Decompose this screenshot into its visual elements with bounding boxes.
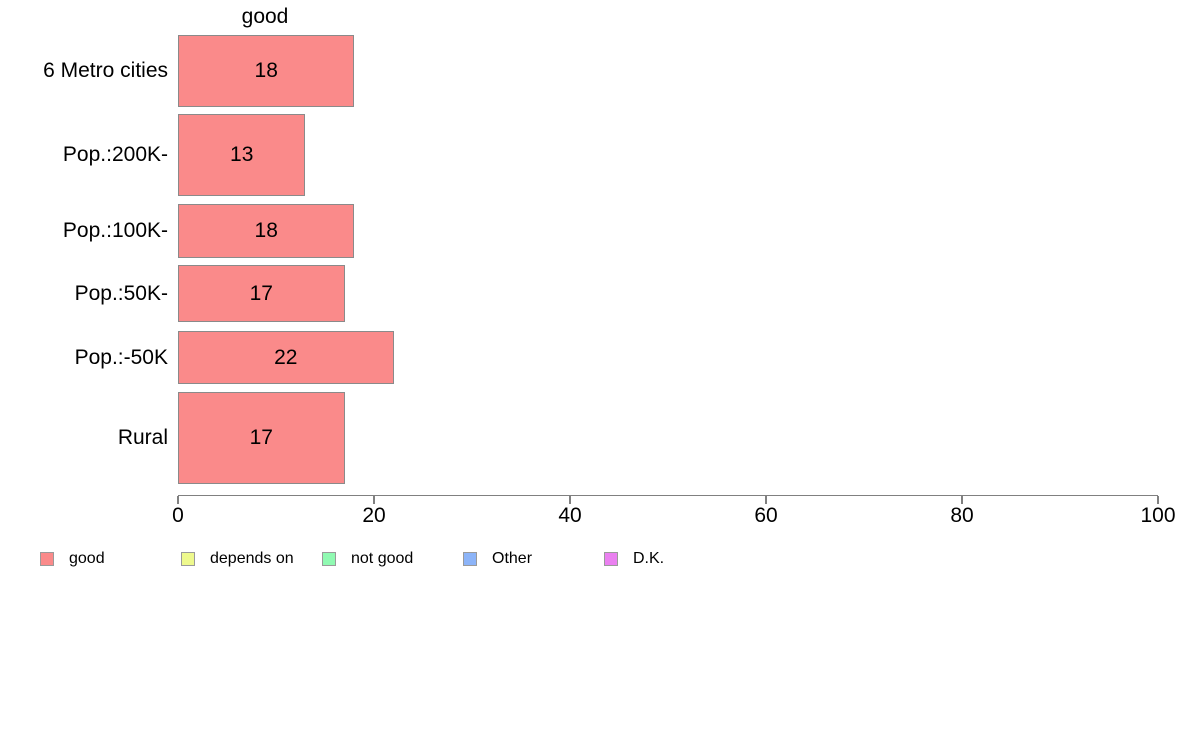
x-axis-tick-label: 80 xyxy=(950,504,974,527)
x-axis-tick xyxy=(569,496,571,504)
bar-value-label: 13 xyxy=(230,143,254,166)
bar-6: 17 xyxy=(178,392,345,484)
bar-value-label: 18 xyxy=(254,219,278,242)
legend-item-depends-on: depends on xyxy=(181,550,294,568)
x-axis-tick-label: 40 xyxy=(558,504,582,527)
bar-4: 17 xyxy=(178,265,345,322)
x-axis-tick-label: 60 xyxy=(754,504,778,527)
category-label: Pop.:100K- xyxy=(62,219,168,242)
legend-label: depends on xyxy=(210,550,294,567)
x-axis-tick-label: 100 xyxy=(1140,504,1176,527)
legend-item-other: Other xyxy=(463,550,532,568)
legend-swatch-icon xyxy=(604,552,618,566)
legend-swatch-icon xyxy=(40,552,54,566)
legend-swatch-icon xyxy=(463,552,477,566)
category-label: Pop.:200K- xyxy=(62,143,168,166)
x-axis-tick xyxy=(177,496,179,504)
category-label: 6 Metro cities xyxy=(43,59,168,82)
category-label: Pop.:-50K xyxy=(74,345,168,369)
x-axis-line xyxy=(178,495,1158,496)
x-axis-tick xyxy=(961,496,963,504)
x-axis-tick xyxy=(765,496,767,504)
bar-5: 22 xyxy=(178,331,394,384)
bar-value-label: 17 xyxy=(249,426,273,449)
x-axis-tick xyxy=(373,496,375,504)
legend-item-not-good: not good xyxy=(322,550,413,568)
bar-2: 13 xyxy=(178,114,306,196)
x-axis-tick xyxy=(1157,496,1159,504)
bar-1: 18 xyxy=(178,35,355,107)
bar-value-label: 22 xyxy=(274,345,298,369)
legend-swatch-icon xyxy=(181,552,195,566)
bar-value-label: 18 xyxy=(254,59,278,82)
x-axis-tick-label: 20 xyxy=(362,504,386,527)
legend-label: D.K. xyxy=(633,550,665,567)
legend-item-d-k: D.K. xyxy=(604,550,664,568)
category-label: Pop.:50K- xyxy=(74,281,168,305)
bar-value-label: 17 xyxy=(249,281,273,305)
chart-title: good xyxy=(241,5,289,28)
legend-label: not good xyxy=(351,550,414,567)
x-axis-tick-label: 0 xyxy=(172,504,184,527)
category-label: Rural xyxy=(117,426,168,449)
legend-label: good xyxy=(69,550,105,567)
bar-3: 18 xyxy=(178,204,355,258)
legend-swatch-icon xyxy=(322,552,336,566)
legend-label: Other xyxy=(492,550,533,567)
legend-item-good: good xyxy=(40,550,105,568)
